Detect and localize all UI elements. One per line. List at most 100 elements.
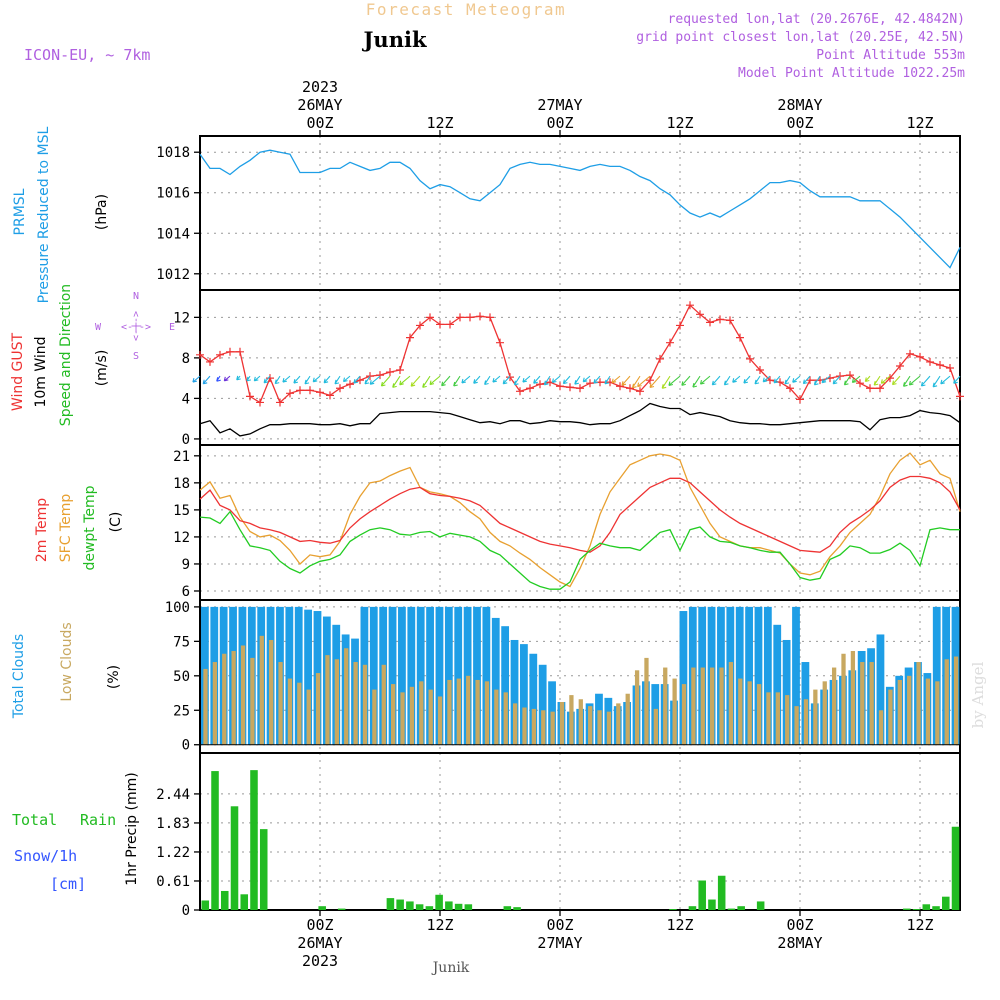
wind-arrow	[821, 375, 831, 384]
low-cloud-bar	[653, 708, 658, 745]
low-cloud-bar	[681, 684, 687, 745]
total-cloud-bar	[285, 606, 294, 745]
low-cloud-bar	[634, 670, 640, 745]
low-cloud-bar	[794, 706, 799, 745]
top-axis-label: 12Z	[666, 114, 693, 132]
precip-bar	[201, 900, 210, 910]
low-cloud-bar	[831, 667, 837, 745]
precip-bar	[211, 771, 219, 910]
low-cloud-bar	[287, 678, 293, 745]
low-cloud-bar	[869, 662, 874, 745]
low-cloud-bar	[400, 692, 405, 745]
sfc-temp-label: SFC Temp	[58, 494, 74, 563]
ytick-label: 100	[165, 600, 190, 616]
low-cloud-bar	[747, 681, 752, 745]
low-cloud-bar	[710, 667, 715, 745]
low-cloud-bar	[550, 711, 555, 745]
low-cloud-bar	[437, 696, 443, 745]
gust-marker	[416, 321, 424, 330]
precip-bar	[445, 901, 453, 910]
wind-arrow	[754, 375, 761, 385]
low-cloud-bar	[250, 657, 255, 745]
wind-arrow	[920, 375, 931, 387]
precip-bar	[259, 829, 268, 910]
ytick-label: 75	[173, 634, 190, 650]
wind-arrow	[792, 375, 801, 383]
gust-marker	[536, 380, 544, 389]
wind-arrow	[880, 375, 891, 384]
wind-arrow	[453, 375, 461, 387]
gust-marker	[806, 376, 814, 385]
wind-arrow	[399, 375, 411, 386]
wind-arrow	[461, 375, 471, 384]
gust-marker	[376, 371, 384, 380]
top-axis-label: 12Z	[906, 114, 933, 132]
low-cloud-bar	[606, 711, 612, 745]
precip-labels: Total Rain Snow/1h [cm] 1hr Precip (mm)	[12, 772, 140, 893]
top-axis-label: 27MAY	[537, 96, 582, 114]
ytick-label: 12	[173, 530, 190, 546]
low-cloud-bar	[935, 681, 940, 745]
precip-panel: 0 0.61 1.22 1.83 2.44	[156, 752, 961, 919]
bottom-axis-label: 12Z	[426, 916, 453, 934]
ytick-label: 21	[173, 449, 190, 465]
panel-frame	[199, 444, 961, 601]
prmsl-label: PRMSL	[12, 188, 28, 235]
ytick-label: 1.22	[156, 845, 190, 861]
total-cloud-bar	[932, 606, 941, 745]
cm-unit-label: [cm]	[50, 875, 86, 893]
wind-arrow	[932, 375, 941, 388]
precip-bar	[425, 906, 434, 910]
bottom-axis-label: 2023	[302, 952, 338, 970]
precip-axis-label: 1hr Precip (mm)	[124, 772, 140, 885]
top-axis-label: 00Z	[306, 114, 333, 132]
gust-marker	[676, 321, 684, 330]
dewpt-line	[199, 510, 960, 590]
total-cloud-bar	[426, 606, 434, 745]
ytick-label: 1014	[156, 226, 190, 242]
total-cloud-bar	[444, 606, 453, 745]
gust-marker	[496, 338, 504, 347]
gust-marker	[786, 384, 794, 393]
wind-arrow	[223, 375, 231, 382]
wind-arrow	[304, 375, 311, 385]
ytick-label: 4	[182, 391, 190, 407]
wind-arrow	[364, 375, 371, 385]
model-altitude: Model Point Altitude 1022.25m	[738, 66, 965, 81]
low-cloud-bar	[447, 679, 452, 745]
low-cloud-bar	[484, 681, 490, 745]
gust-marker	[926, 357, 934, 366]
total-cloud-bar	[745, 606, 753, 745]
total-cloud-bar	[876, 634, 885, 745]
bottom-axis-label: 12Z	[906, 916, 933, 934]
gust-marker	[256, 398, 264, 407]
location-title: Junik	[362, 27, 427, 52]
ytick-label: 1016	[156, 186, 190, 202]
gust-marker	[526, 384, 534, 393]
wind-arrow	[380, 375, 391, 387]
total-cloud-bar	[294, 606, 303, 745]
gust-marker	[916, 352, 924, 361]
precip-bar	[240, 894, 249, 910]
low-cloud-bar	[672, 678, 677, 745]
top-axis-label: 00Z	[786, 114, 813, 132]
ytick-label: 0	[182, 903, 190, 919]
gust-marker	[436, 320, 444, 329]
total-cloud-bar	[763, 606, 772, 745]
dewpt-temp-label: dewpt Temp	[82, 485, 98, 570]
gust-marker	[476, 312, 484, 321]
hpa-unit-label: (hPa)	[94, 194, 110, 230]
precip-bar	[454, 903, 463, 910]
wind-10m-label: 10m Wind	[33, 336, 49, 407]
gust-marker	[616, 382, 624, 391]
gust-marker	[686, 301, 694, 310]
total-cloud-bar	[435, 606, 444, 745]
wind-arrow	[784, 375, 791, 385]
wind-arrow	[940, 375, 951, 385]
total-cloud-bar	[416, 606, 425, 745]
low-cloud-bar	[588, 706, 593, 745]
total-cloud-bar	[792, 606, 800, 745]
total-cloud-bar	[538, 664, 547, 745]
precip-bar	[932, 906, 940, 910]
